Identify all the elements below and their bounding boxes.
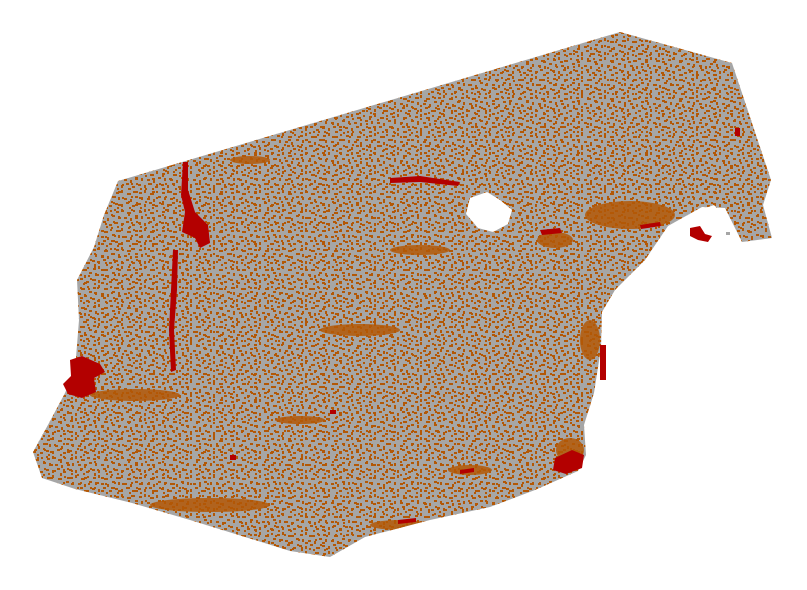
red-dot-2 bbox=[230, 455, 236, 460]
red-dash-1 bbox=[540, 228, 562, 235]
red-streak-east bbox=[600, 345, 606, 380]
red-streak-north bbox=[181, 162, 210, 248]
red-patch-southeast bbox=[553, 450, 584, 474]
map-holes bbox=[466, 192, 722, 232]
orange-clusters bbox=[90, 156, 675, 530]
red-dot-1 bbox=[735, 128, 740, 136]
red-patch-west bbox=[63, 356, 105, 398]
red-fragment-east bbox=[690, 226, 712, 242]
edge-fragments bbox=[726, 230, 765, 241]
red-streak-center bbox=[169, 250, 178, 372]
red-dash-4 bbox=[640, 222, 661, 229]
red-features bbox=[63, 128, 740, 524]
hole-center bbox=[466, 192, 512, 232]
red-dash-3 bbox=[398, 518, 416, 524]
red-dot-3 bbox=[330, 410, 336, 414]
hole-east bbox=[700, 205, 722, 222]
red-dash-2 bbox=[460, 468, 474, 474]
red-line-north bbox=[390, 176, 460, 186]
